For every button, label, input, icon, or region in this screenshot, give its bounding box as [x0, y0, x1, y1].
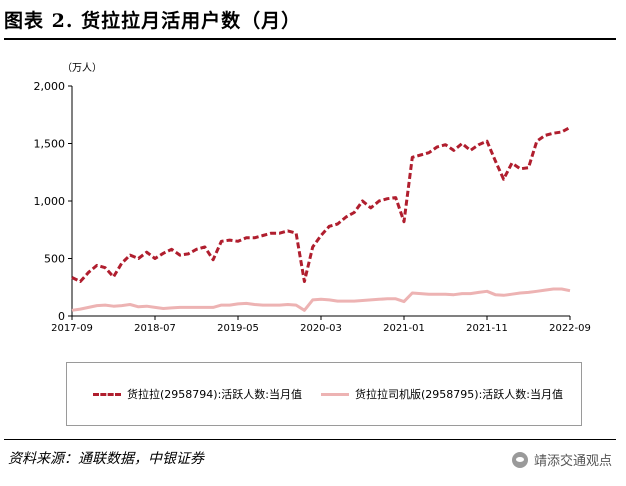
chart-legend: 货拉拉(2958794):活跃人数:当月值 货拉拉司机版(2958795):活跃… — [66, 362, 582, 426]
chart-series — [71, 126, 571, 312]
legend-label-huolala: 货拉拉(2958794):活跃人数:当月值 — [127, 388, 302, 401]
line-chart: （万人） 0 500 1,000 1,500 2,000 2017-09 2018-07 201… — [34, 62, 591, 334]
y-tick-label: 1,500 — [34, 138, 66, 151]
y-tick-label: 2,000 — [34, 80, 66, 93]
chart-title: 图表 2. 货拉拉月活用户数（月） — [4, 10, 302, 32]
legend-swatch-dashed — [93, 392, 121, 396]
x-tick-label: 2017-09 — [51, 323, 93, 334]
legend-item-huolala: 货拉拉(2958794):活跃人数:当月值 — [93, 385, 302, 403]
x-tick-label: 2021-11 — [466, 323, 508, 334]
watermark: 靖添交通观点 — [511, 450, 612, 469]
x-tick-label: 2021-01 — [383, 323, 425, 334]
source-rule — [4, 439, 616, 440]
series-line-driver — [71, 287, 571, 312]
x-tick-label: 2019-05 — [217, 323, 259, 334]
wechat-icon — [511, 451, 528, 468]
y-axis-unit: （万人） — [62, 62, 102, 74]
y-tick-label: 500 — [44, 253, 65, 266]
legend-label-driver: 货拉拉司机版(2958795):活跃人数:当月值 — [355, 388, 563, 401]
chart-axes: （万人） 0 500 1,000 1,500 2,000 2017-09 2018-07 201… — [34, 62, 591, 334]
x-tick-label: 2022-09 — [549, 323, 591, 334]
source-note: 资料来源：通联数据，中银证券 — [8, 451, 204, 467]
series-line-huolala — [71, 126, 571, 283]
legend-swatch-solid — [321, 392, 349, 396]
legend-item-driver: 货拉拉司机版(2958795):活跃人数:当月值 — [321, 385, 563, 403]
y-tick-label: 0 — [58, 310, 65, 323]
x-tick-label: 2018-07 — [134, 323, 176, 334]
y-tick-label: 1,000 — [34, 195, 66, 208]
title-rule — [4, 38, 616, 40]
x-tick-label: 2020-03 — [300, 323, 342, 334]
watermark-text: 靖添交通观点 — [533, 454, 612, 469]
